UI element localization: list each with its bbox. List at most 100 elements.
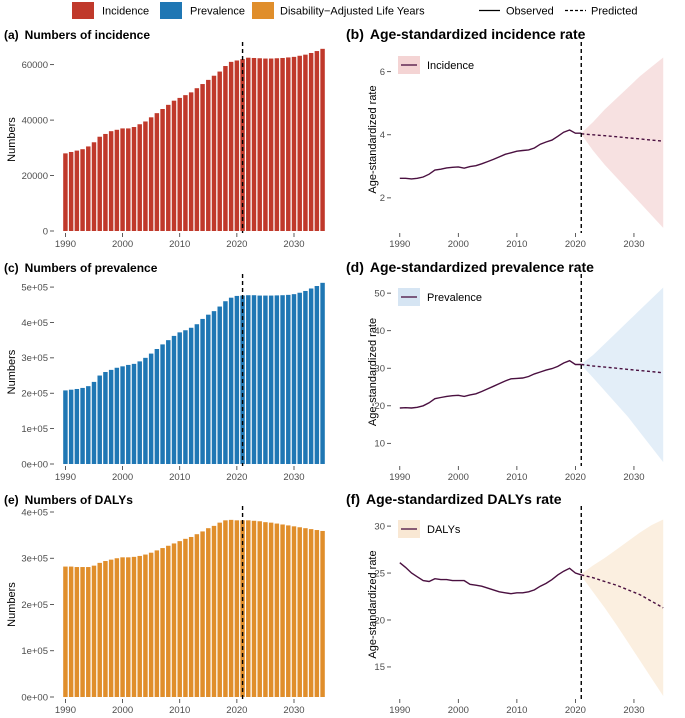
- panel-a-bar: [171, 100, 177, 231]
- panel-a-bar: [268, 58, 274, 231]
- panel-b-xtick-label: 1990: [389, 239, 410, 250]
- panel-a-bar: [206, 79, 211, 232]
- panel-a-bar: [240, 59, 245, 231]
- legend-swatch-dalys: [252, 2, 274, 19]
- panel-f-observed-line: [399, 562, 582, 595]
- panel-e-title: (e) Numbers of DALYs: [4, 493, 133, 507]
- panel-c-bar: [171, 335, 177, 464]
- panel-e-bar: [240, 520, 245, 697]
- panel-b-ylabel: Age-standardized rate: [367, 85, 379, 193]
- panel-c-bar: [251, 295, 257, 464]
- panel-e-bar: [257, 521, 262, 697]
- panel-a-bar: [143, 121, 148, 231]
- panel-a-bar: [200, 84, 205, 231]
- panel-a-bar: [86, 146, 91, 231]
- panel-e-ytick-label: 2e+05: [21, 600, 48, 611]
- panel-e-bar: [97, 562, 102, 697]
- panel-d-title-text: Age-standardized prevalence rate: [370, 259, 594, 275]
- panel-a-bar: [234, 60, 240, 232]
- panel-a-bar: [177, 97, 182, 231]
- panel-e-bar: [211, 525, 217, 697]
- panel-a-tag: (a): [4, 28, 19, 42]
- legend-swatch-prevalence: [160, 2, 182, 19]
- panel-a-xtick-label: 2000: [112, 239, 133, 250]
- panel-a-bar: [108, 131, 114, 231]
- panel-a-bar: [303, 54, 308, 232]
- panel-e-bar: [228, 519, 234, 697]
- panel-f-ylabel: Age-standardized rate: [367, 550, 379, 658]
- panel-d-ytick-label: 30: [374, 364, 385, 375]
- panel-c-bar: [177, 332, 182, 464]
- panel-e-bar: [308, 529, 314, 697]
- panel-c-bar: [223, 301, 228, 464]
- panel-e-bar: [251, 520, 257, 697]
- panel-b-title: (b) Age-standardized incidence rate: [346, 26, 586, 42]
- panel-e-bar: [320, 530, 325, 697]
- panel-e-bar: [120, 557, 125, 697]
- panel-b-observed-line: [399, 129, 582, 180]
- panel-a-bar: [211, 75, 217, 232]
- panel-d-xtick-label: 2020: [565, 472, 586, 483]
- panel-d-xtick-label: 1990: [389, 472, 410, 483]
- panel-f-title-text: Age-standardized DALYs rate: [366, 491, 562, 507]
- panel-c-bar: [314, 286, 320, 464]
- panel-a-bar: [286, 57, 291, 231]
- panel-c-ytick-label: 4e+05: [21, 318, 48, 329]
- panel-c-bar: [200, 318, 205, 464]
- panel-a-bar: [103, 133, 108, 231]
- panel-a-bar: [217, 71, 222, 232]
- panel-d-prediction-interval: [581, 287, 664, 463]
- panel-e-bar: [154, 550, 160, 697]
- legend-label-prevalence: Prevalence: [190, 6, 245, 18]
- panel-c-bar: [131, 363, 137, 464]
- panel-c-bar: [80, 387, 85, 464]
- panel-c-bar: [320, 282, 325, 464]
- panel-a-bar: [274, 58, 280, 231]
- panel-c-bar: [228, 297, 234, 464]
- panel-e-bar: [91, 565, 97, 697]
- panel-a-bar: [97, 136, 102, 231]
- panel-c-title: (c) Numbers of prevalence: [4, 261, 158, 275]
- panel-e-bar: [131, 556, 137, 697]
- panel-a-bar: [154, 113, 160, 231]
- legend-label-observed: Observed: [506, 6, 554, 18]
- panel-a-bar: [137, 124, 142, 231]
- panel-a-bar: [228, 61, 234, 232]
- panel-c-bar: [68, 389, 74, 464]
- panel-a-ytick-label: 0: [43, 226, 48, 237]
- panel-b-predicted-line: [581, 133, 664, 142]
- panel-d-tag: (d): [346, 259, 364, 275]
- panel-e-bar: [200, 531, 205, 697]
- panel-a-bar: [251, 57, 257, 232]
- panel-a-bar: [114, 129, 120, 231]
- panel-e-xtick-label: 1990: [55, 705, 76, 716]
- panel-c-bar: [126, 364, 131, 464]
- panel-b-tag: (b): [346, 26, 364, 42]
- panel-e-bar: [143, 554, 148, 697]
- panel-a-bar: [131, 127, 137, 231]
- panel-b-prediction-interval: [581, 57, 664, 228]
- panel-c-bar: [234, 295, 240, 464]
- panel-c-bar: [286, 294, 291, 464]
- panel-c-bar: [274, 295, 280, 464]
- panel-e-bar: [63, 566, 68, 697]
- panel-d-xtick-label: 2030: [623, 472, 644, 483]
- panel-c-xtick-label: 2000: [112, 472, 133, 483]
- panel-e-bar: [74, 567, 80, 697]
- panel-e-ytick-label: 1e+05: [21, 646, 48, 657]
- panel-d-ytick-label: 40: [374, 326, 385, 337]
- panel-c-bar: [194, 324, 200, 464]
- panel-c-ytick-label: 0e+00: [21, 459, 48, 470]
- panel-c-xtick-label: 2030: [283, 472, 304, 483]
- panel-b-xtick-label: 2030: [623, 239, 644, 250]
- panel-d-ytick-label: 50: [374, 288, 385, 299]
- panel-c-bar: [74, 388, 80, 464]
- panel-e-bar: [303, 528, 308, 697]
- panel-c-bar: [303, 290, 308, 464]
- panel-a-bar: [194, 88, 200, 231]
- panel-a-bar: [314, 51, 320, 231]
- panel-c-bar: [103, 372, 108, 464]
- panel-a-bar: [120, 128, 125, 231]
- panel-d-legend-label: Prevalence: [427, 292, 482, 304]
- panel-b-ytick-label: 6: [380, 67, 385, 78]
